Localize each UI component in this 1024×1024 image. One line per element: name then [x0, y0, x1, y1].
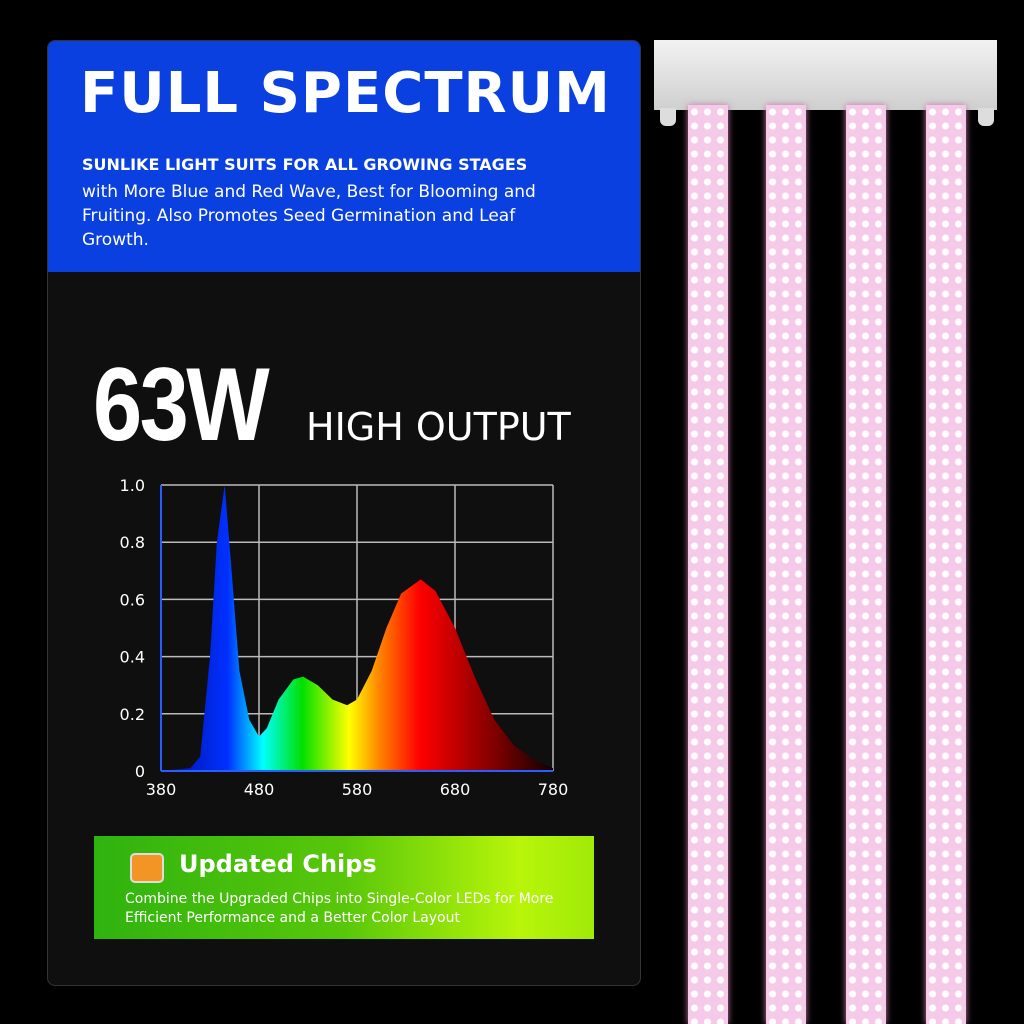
- y-tick-label: 0.6: [120, 590, 145, 609]
- subtitle: SUNLIKE LIGHT SUITS FOR ALL GROWING STAG…: [82, 155, 528, 174]
- product-info-panel: FULL SPECTRUM SUNLIKE LIGHT SUITS FOR AL…: [47, 40, 641, 986]
- y-tick-label: 0.4: [120, 648, 145, 667]
- title: FULL SPECTRUM: [80, 61, 611, 126]
- spectrum-area: [161, 485, 553, 771]
- lamp-housing: [654, 40, 997, 110]
- y-tick-label: 1.0: [120, 476, 145, 495]
- y-tick-label: 0.8: [120, 533, 145, 552]
- description: with More Blue and Red Wave, Best for Bl…: [82, 182, 536, 250]
- power-value: 63W: [93, 347, 270, 463]
- x-tick-label: 480: [244, 780, 275, 799]
- led-tube: [926, 105, 966, 1024]
- spectrum-chart: 380 480 580 680 780 0 0.2 0.4 0.6 0.8 1.0: [120, 476, 569, 799]
- y-tick-label: 0: [135, 762, 145, 781]
- mount-tab: [660, 108, 676, 126]
- x-tick-label: 380: [146, 780, 177, 799]
- chips-description: Combine the Upgraded Chips into Single-C…: [125, 891, 554, 926]
- updated-chips-banner: Updated Chips Combine the Upgraded Chips…: [94, 836, 594, 939]
- x-tick-label: 680: [440, 780, 471, 799]
- led-tube: [688, 105, 728, 1024]
- power-label: HIGH OUTPUT: [306, 405, 571, 449]
- y-tick-label: 0.2: [120, 705, 145, 724]
- chip-icon: [130, 853, 164, 883]
- header-banner: FULL SPECTRUM SUNLIKE LIGHT SUITS FOR AL…: [48, 41, 640, 272]
- led-tube: [766, 105, 806, 1024]
- x-tick-label: 580: [342, 780, 373, 799]
- chips-title: Updated Chips: [179, 850, 377, 878]
- x-tick-label: 780: [538, 780, 569, 799]
- mount-tab: [978, 108, 994, 126]
- led-tube: [846, 105, 886, 1024]
